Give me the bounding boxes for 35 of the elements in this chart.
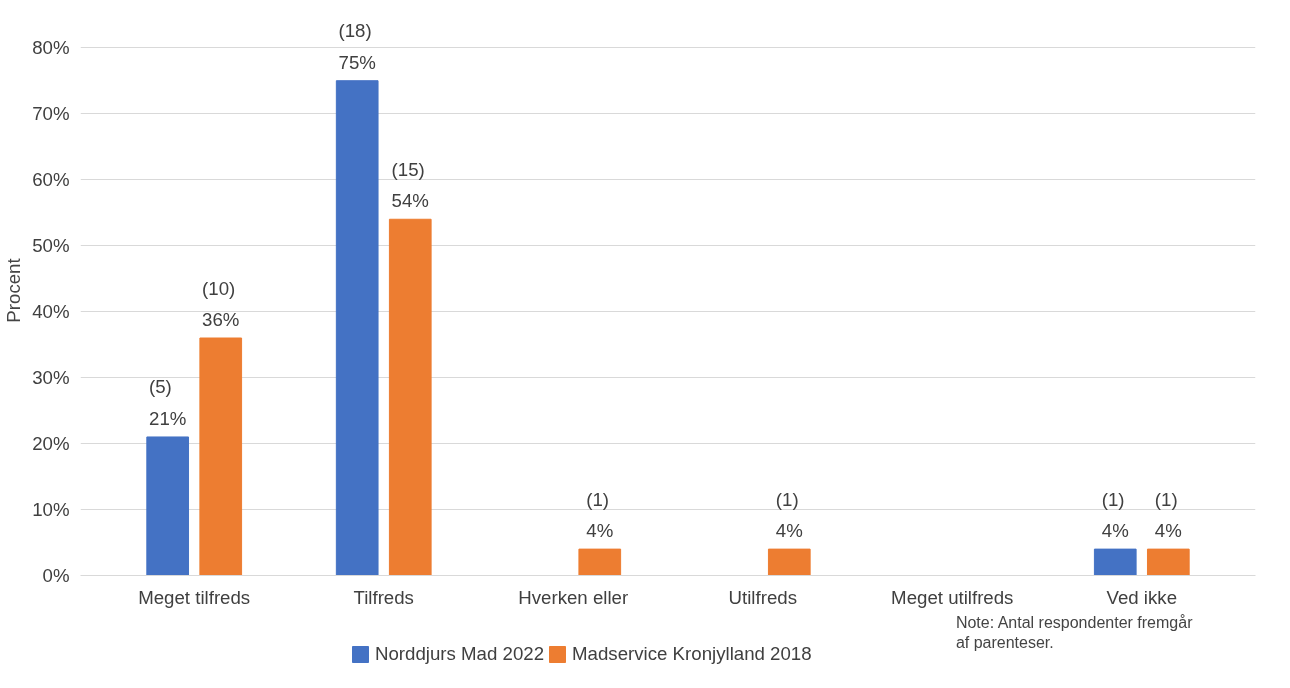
y-tick-label: 10% — [32, 499, 70, 521]
bar — [146, 436, 190, 576]
y-tick-label: 40% — [32, 301, 70, 323]
data-label: (15) 54% — [391, 158, 429, 212]
x-tick-label: Meget utilfreds — [891, 586, 1014, 608]
data-label: (18) 75% — [338, 20, 376, 73]
y-tick-label: 80% — [32, 37, 70, 59]
x-tick-label: Hverken eller — [518, 586, 629, 608]
y-tick-label: 0% — [42, 565, 70, 586]
data-label: (10) 36% — [202, 277, 240, 330]
data-label: (1) 4% — [1101, 488, 1129, 542]
x-tick-label: Ved ikke — [1106, 586, 1178, 608]
data-label: (1) 4% — [775, 488, 803, 542]
legend-label: Madservice Kronjylland 2018 — [572, 643, 812, 665]
bar — [1093, 548, 1137, 576]
x-tick-label: Tilfreds — [353, 586, 414, 608]
y-tick-label: 30% — [32, 367, 70, 389]
bar — [199, 337, 243, 576]
y-axis-title: Procent — [3, 257, 25, 323]
y-tick-label: 70% — [32, 103, 70, 125]
bar — [388, 218, 432, 576]
text: Note: Antal respondenter fremgår af parenteser. — [955, 614, 1194, 652]
y-tick-label: 60% — [32, 169, 70, 191]
data-label: (1) 4% — [1154, 488, 1182, 542]
data-label: (5) 21% — [149, 376, 187, 429]
bar — [578, 548, 622, 576]
x-tick-label: Utilfreds — [728, 586, 797, 608]
bar — [335, 80, 379, 576]
legend-label: Norddjurs Mad 2022 — [375, 643, 545, 665]
x-tick-label: Meget tilfreds — [138, 586, 251, 608]
y-tick-label: 50% — [32, 235, 70, 257]
data-label: (1) 4% — [586, 488, 614, 542]
bar — [1146, 548, 1190, 576]
bar — [767, 548, 811, 576]
y-tick-label: 20% — [32, 433, 70, 455]
